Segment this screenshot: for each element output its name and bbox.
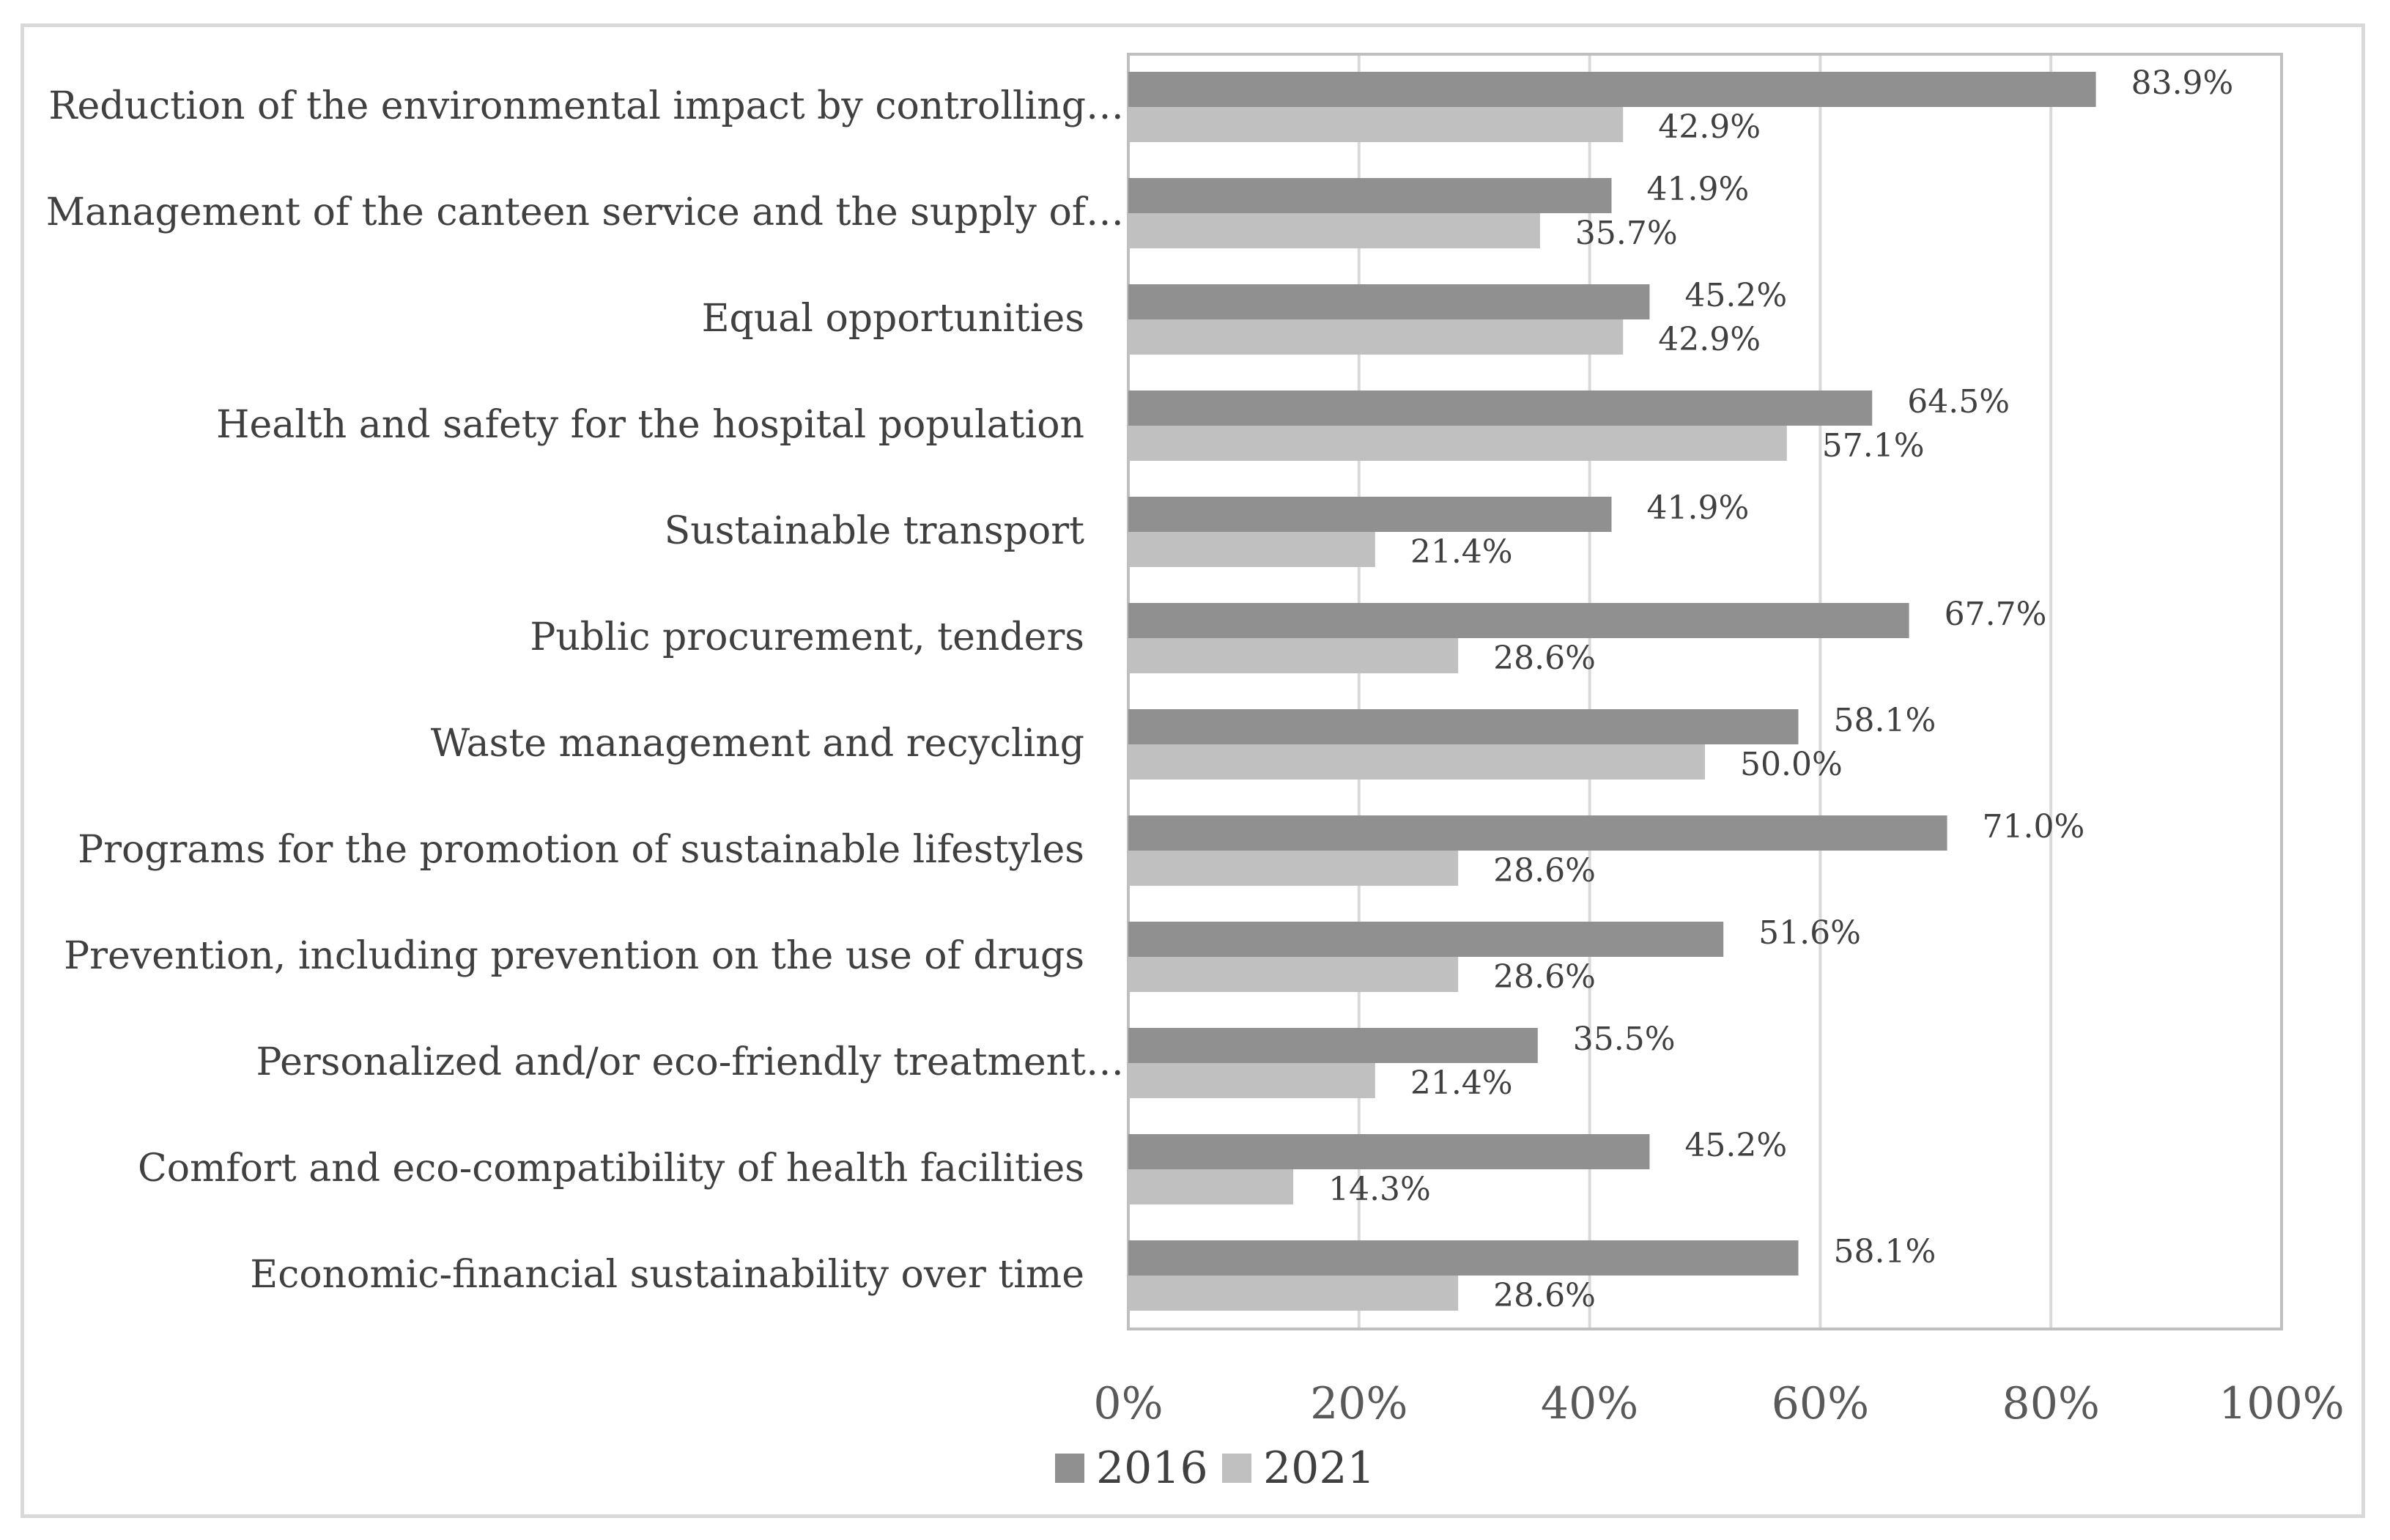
category-label-5: Sustainable transport	[665, 509, 1084, 553]
value-label-2021-5: 21.4%	[1410, 533, 1513, 571]
value-label-2016-9: 51.6%	[1758, 914, 1861, 952]
value-label-2016-2: 41.9%	[1647, 171, 1750, 208]
value-label-2021-9: 28.6%	[1493, 958, 1596, 996]
category-label-10: Personalized and/or eco-friendly treatme…	[256, 1040, 1125, 1084]
chart-frame	[21, 23, 2365, 1518]
value-label-2016-4: 64.5%	[1907, 383, 2010, 421]
value-labels: 83.9%42.9%41.9%35.7%45.2%42.9%64.5%57.1%…	[1328, 64, 2233, 1314]
bar-2016-5	[1128, 497, 1612, 532]
value-label-2021-11: 14.3%	[1328, 1171, 1431, 1208]
category-labels: Reduction of the environmental impact by…	[46, 84, 1124, 1297]
category-label-4: Health and safety for the hospital popul…	[216, 403, 1084, 447]
bar-2021-10	[1128, 1063, 1375, 1098]
value-label-2021-8: 28.6%	[1493, 852, 1596, 889]
legend: 2016 2021	[1055, 1443, 1375, 1494]
tick-label-20pct: 20%	[1310, 1378, 1407, 1429]
tick-label-40pct: 40%	[1541, 1378, 1638, 1429]
value-label-2016-10: 35.5%	[1573, 1021, 1676, 1058]
value-label-2016-11: 45.2%	[1684, 1127, 1787, 1164]
category-label-6: Public procurement, tenders	[530, 615, 1084, 659]
tick-label-100pct: 100%	[2219, 1378, 2345, 1429]
category-label-7: Waste management and recycling	[431, 722, 1084, 766]
value-label-2016-3: 45.2%	[1684, 277, 1787, 314]
bar-2016-9	[1128, 922, 1724, 957]
category-label-1: Reduction of the environmental impact by…	[48, 84, 1124, 128]
tick-label-60pct: 60%	[1772, 1378, 1869, 1429]
bar-2016-6	[1128, 603, 1909, 638]
value-label-2021-6: 28.6%	[1493, 640, 1596, 677]
bar-2016-7	[1128, 709, 1799, 744]
value-label-2021-10: 21.4%	[1410, 1065, 1513, 1102]
bar-2021-4	[1128, 426, 1787, 461]
category-label-3: Equal opportunities	[702, 297, 1084, 341]
bar-2021-3	[1128, 319, 1624, 355]
bars	[1128, 72, 2096, 1311]
value-label-2016-7: 58.1%	[1833, 702, 1936, 739]
value-label-2021-1: 42.9%	[1658, 108, 1761, 146]
bar-2016-3	[1128, 284, 1650, 319]
category-label-8: Programs for the promotion of sustainabl…	[78, 828, 1084, 872]
tick-label-0pct: 0%	[1093, 1378, 1163, 1429]
category-label-9: Prevention, including prevention on the …	[64, 934, 1084, 978]
value-label-2021-2: 35.7%	[1575, 215, 1678, 252]
value-label-2016-12: 58.1%	[1833, 1233, 1936, 1270]
bar-2021-11	[1128, 1169, 1294, 1204]
bar-2021-6	[1128, 638, 1459, 673]
bar-2021-5	[1128, 532, 1375, 567]
x-axis-ticks: 0% 20% 40% 60% 80% 100%	[1093, 1378, 2344, 1429]
bar-2016-2	[1128, 178, 1612, 213]
value-label-2021-7: 50.0%	[1740, 746, 1843, 783]
bar-2016-1	[1128, 72, 2096, 107]
bar-2016-10	[1128, 1028, 1538, 1063]
value-label-2016-1: 83.9%	[2131, 64, 2234, 102]
legend-swatch-2021	[1222, 1454, 1251, 1483]
legend-label-2021: 2021	[1263, 1443, 1375, 1494]
bar-2016-12	[1128, 1240, 1799, 1276]
category-label-2: Management of the canteen service and th…	[46, 190, 1124, 234]
tick-label-80pct: 80%	[2002, 1378, 2100, 1429]
value-label-2021-12: 28.6%	[1493, 1277, 1596, 1314]
category-label-11: Comfort and eco-compatibility of health …	[138, 1147, 1084, 1191]
category-label-12: Economic-financial sustainability over t…	[250, 1253, 1084, 1297]
bar-2016-11	[1128, 1134, 1650, 1169]
value-label-2016-8: 71.0%	[1983, 808, 2085, 845]
value-label-2021-4: 57.1%	[1822, 427, 1925, 464]
gridlines	[1357, 54, 2053, 1329]
plot-area-border	[1127, 53, 2283, 1330]
value-label-2016-6: 67.7%	[1945, 596, 2047, 633]
legend-swatch-2016	[1055, 1454, 1084, 1483]
bar-2021-12	[1128, 1276, 1459, 1311]
value-label-2016-5: 41.9%	[1647, 489, 1750, 527]
bar-2021-8	[1128, 851, 1459, 886]
bar-2016-4	[1128, 390, 1873, 426]
value-label-2021-3: 42.9%	[1658, 321, 1761, 358]
bar-2021-7	[1128, 744, 1705, 780]
bar-2016-8	[1128, 815, 1947, 851]
legend-label-2016: 2016	[1096, 1443, 1208, 1494]
bar-2021-2	[1128, 213, 1540, 248]
bar-2021-9	[1128, 957, 1459, 992]
bar-2021-1	[1128, 107, 1624, 142]
